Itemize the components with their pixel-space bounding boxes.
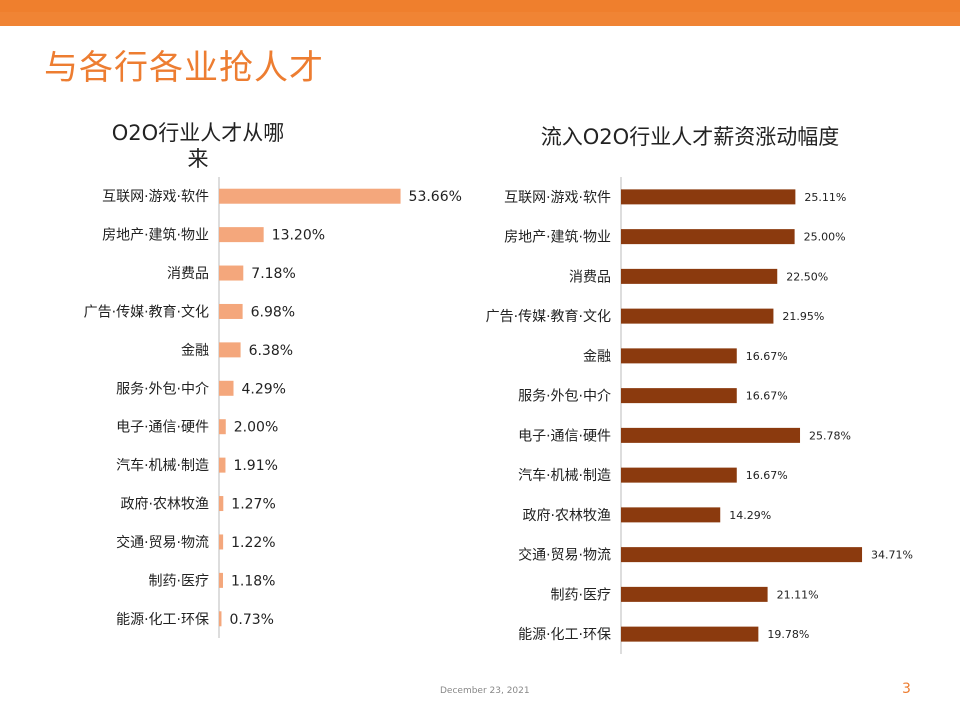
right-data-label: 16.67% [746,350,788,363]
right-data-label: 25.78% [809,429,851,442]
right-category-label: 交通·贸易·物流 [518,547,611,564]
right-data-label: 22.50% [786,270,828,283]
left-data-label: 0.73% [229,612,273,628]
left-bar [219,534,224,550]
left-category-label: 广告·传媒·教育·文化 [84,304,209,320]
left-category-label: 制药·医疗 [149,573,209,589]
right-bar [621,467,737,483]
right-data-label: 16.67% [746,469,788,482]
right-data-label: 21.11% [777,588,819,601]
right-data-label: 25.11% [804,191,846,204]
page-number: 3 [902,681,911,697]
right-bar [621,388,737,404]
left-bar [219,611,222,627]
right-category-label: 服务·外包·中介 [518,389,611,405]
left-chart-title-line-2: 来 [187,147,209,171]
left-category-label: 汽车·机械·制造 [116,457,209,474]
right-category-label: 能源·化工·环保 [518,627,611,643]
right-bar [621,308,774,324]
left-data-label: 6.38% [249,343,293,359]
left-bar [219,380,234,396]
right-bar [621,626,759,642]
left-bar [219,265,244,281]
left-bar [219,496,224,512]
right-category-label: 汽车·机械·制造 [518,467,611,484]
right-bar [621,348,737,364]
right-data-label: 21.95% [782,310,824,323]
left-data-label: 7.18% [251,266,295,282]
left-category-label: 电子·通信·硬件 [116,420,209,436]
right-bar [621,586,768,602]
left-category-label: 政府·农林牧渔 [121,497,209,513]
left-data-label: 53.66% [409,189,462,205]
right-bar [621,229,795,245]
left-bar [219,188,401,204]
left-bar-chart: 互联网·游戏·软件 53.66% 房地产·建筑·物业 13.20% 消费品 7.18% 广告… [84,177,462,638]
right-data-label: 34.71% [871,549,913,562]
slide-title: 与各行各业抢人才 [44,48,324,88]
left-category-label: 能源·化工·环保 [116,612,209,628]
right-category-label: 政府·农林牧渔 [523,508,611,524]
left-category-label: 交通·贸易·物流 [116,534,209,551]
right-bar [621,268,778,284]
right-category-label: 广告·传媒·教育·文化 [486,309,611,325]
footer-date: December 23, 2021 [440,686,530,696]
left-chart-title: O2O行业人才从哪 来 [88,120,308,172]
right-chart-title: 流入O2O行业人才薪资涨动幅度 [540,125,840,149]
left-data-label: 1.18% [231,573,275,589]
right-category-label: 房地产·建筑·物业 [504,230,611,246]
left-chart-title-line-1: O2O行业人才从哪 [111,121,285,145]
left-bar [219,572,223,588]
right-bar [621,427,801,443]
left-bar [219,457,226,473]
right-category-label: 金融 [583,349,611,365]
left-bar [219,227,264,243]
right-data-label: 25.00% [804,231,846,244]
right-data-label: 16.67% [746,390,788,403]
left-bar [219,342,241,358]
left-category-label: 互联网·游戏·软件 [102,189,209,205]
left-bar [219,303,243,319]
left-data-label: 1.27% [231,497,275,513]
top-accent-bar-shade [0,0,960,12]
right-data-label: 19.78% [767,628,809,641]
left-category-label: 消费品 [167,266,209,282]
right-category-label: 互联网·游戏·软件 [504,190,611,206]
right-bar [621,547,863,563]
left-category-label: 金融 [181,343,209,359]
right-category-label: 消费品 [569,269,611,285]
right-bar-chart: 互联网·游戏·软件 25.11% 房地产·建筑·物业 25.00% 消费品 22.50% 广… [486,177,913,654]
left-data-label: 13.20% [272,228,325,244]
right-bar [621,189,796,205]
left-bar [219,419,226,435]
left-data-label: 4.29% [242,381,286,397]
left-category-label: 房地产·建筑·物业 [102,228,209,244]
right-category-label: 电子·通信·硬件 [518,428,611,444]
left-data-label: 1.91% [233,458,277,474]
right-category-label: 制药·医疗 [551,587,611,603]
right-data-label: 14.29% [729,509,771,522]
right-bar [621,507,721,523]
left-category-label: 服务·外包·中介 [116,381,209,397]
left-data-label: 1.22% [231,535,275,551]
left-data-label: 2.00% [234,420,278,436]
left-data-label: 6.98% [251,304,295,320]
